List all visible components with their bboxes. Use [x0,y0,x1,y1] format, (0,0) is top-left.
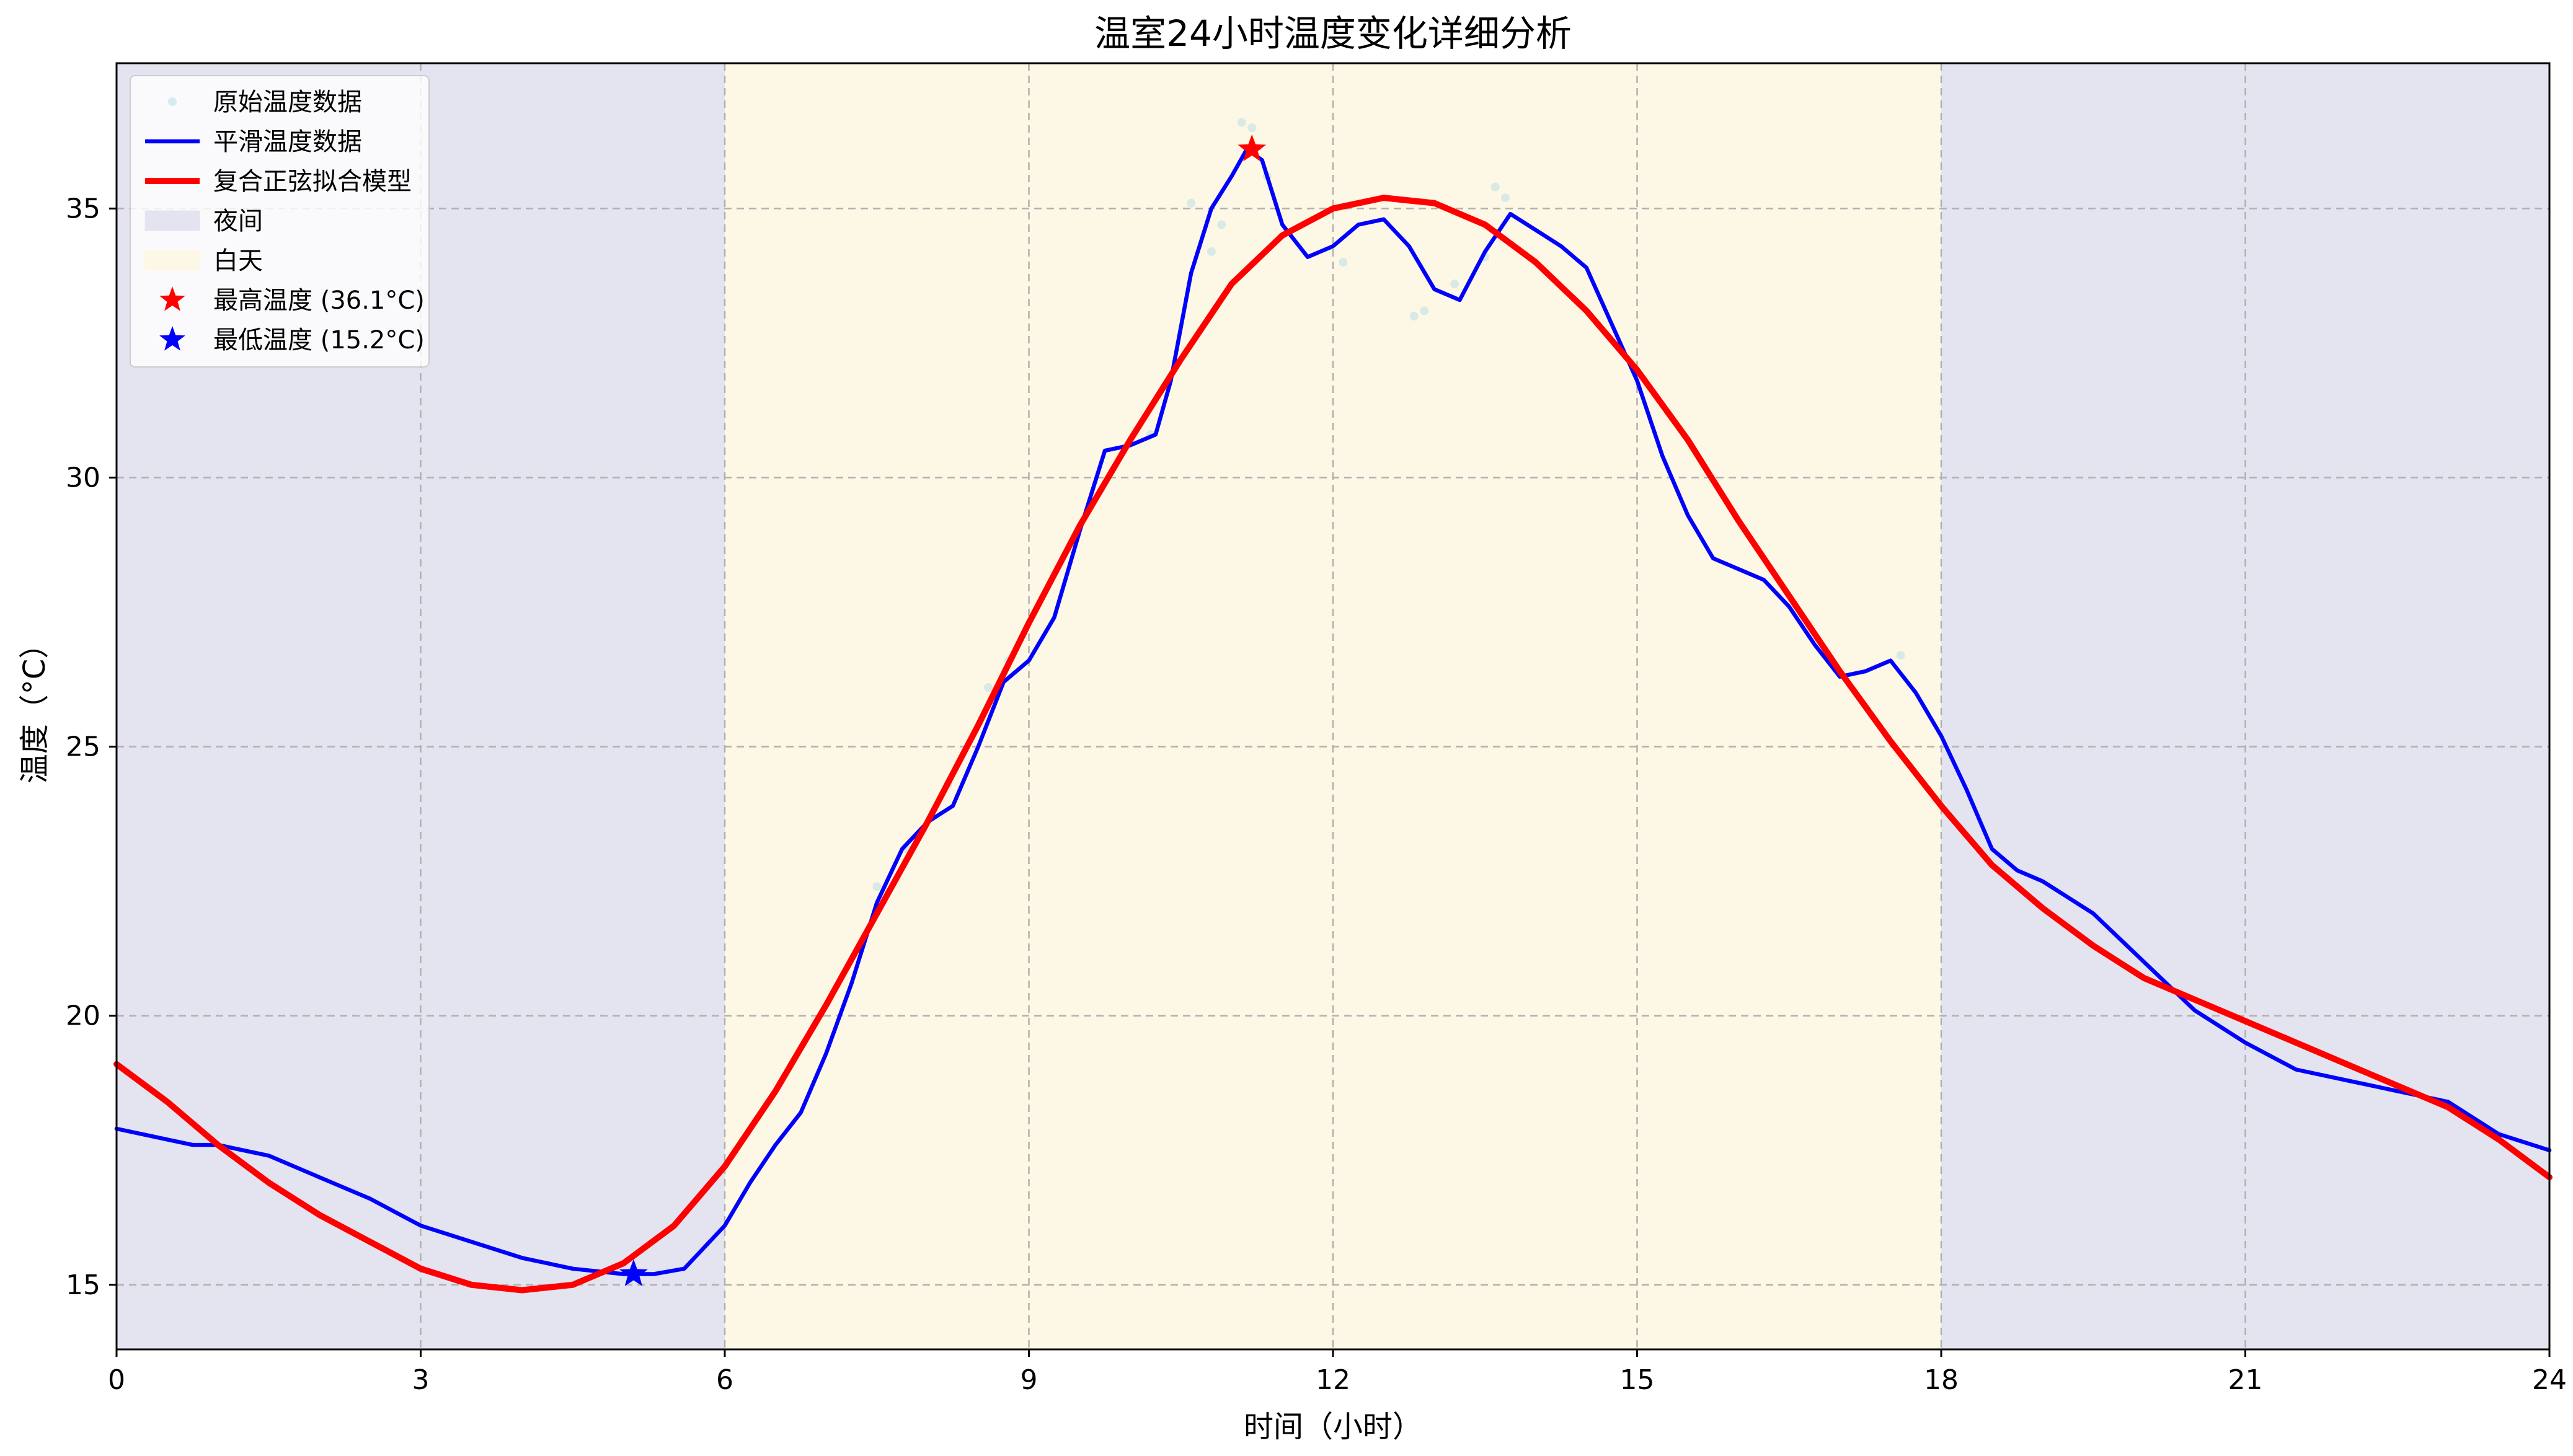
x-tick-label: 3 [412,1364,430,1396]
axis-ticks: 0 3 6 9 12 15 18 21 24 15 20 25 30 35 [66,193,2567,1396]
y-tick-label: 25 [66,731,100,763]
raw-data-point [1237,118,1246,127]
min-temp-star-icon [619,1259,648,1286]
legend-box [130,75,430,368]
x-axis-label: 时间（小时） [1244,1410,1422,1444]
y-tick-label: 20 [66,1000,100,1032]
x-tick-label: 21 [2228,1364,2263,1396]
raw-data-point [1339,258,1348,267]
x-tick-label: 15 [1620,1364,1655,1396]
legend-handle-scatter [168,97,177,106]
legend-label: 白天 [213,247,263,275]
legend-label: 最高温度 (36.1°C) [213,286,425,315]
raw-data-point [1500,193,1510,203]
x-tick-label: 18 [1924,1364,1959,1396]
raw-data-point [1207,247,1216,256]
y-axis-label: 温度（°C） [17,629,52,784]
raw-data-point [872,882,882,891]
fit-model-line [113,195,2553,1294]
chart-title: 温室24小时温度变化详细分析 [1094,12,1572,55]
y-tick-label: 35 [66,193,100,224]
legend-label: 最低温度 (15.2°C) [213,326,425,355]
smoothed-line [114,147,2552,1276]
series-lines [113,147,2553,1294]
x-tick-label: 0 [108,1364,125,1396]
raw-data-point [1187,198,1196,208]
raw-data-point [1217,220,1226,229]
raw-data-point [1247,123,1257,133]
max-temp-star-icon [1238,134,1266,162]
y-tick-label: 30 [66,462,100,494]
legend-handle-patch [144,250,200,271]
x-tick-label: 12 [1316,1364,1350,1396]
extreme-markers [619,134,1266,1286]
legend-label: 原始温度数据 [213,88,362,117]
raw-data-point [1450,279,1459,288]
grid [115,63,2551,1349]
legend-star-icon [159,286,185,311]
raw-data-point [1490,182,1500,192]
legend-label: 夜间 [213,207,263,236]
x-tick-label: 24 [2532,1364,2567,1396]
legend-label: 平滑温度数据 [213,128,362,156]
x-tick-label: 9 [1021,1364,1038,1396]
legend-star-icon [159,326,185,351]
legend-label: 复合正弦拟合模型 [213,167,412,196]
x-tick-label: 6 [716,1364,733,1396]
legend-handle-patch [144,210,200,231]
raw-data-point [1896,651,1905,660]
raw-data-point [984,683,993,692]
y-tick-label: 15 [66,1269,100,1301]
raw-data-point [1409,312,1419,321]
raw-data-point [1420,306,1429,315]
